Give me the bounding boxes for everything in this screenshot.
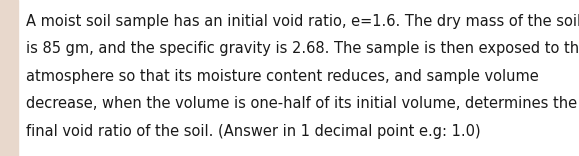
Bar xyxy=(0,0,18,156)
Text: A moist soil sample has an initial void ratio, e=1.6. The dry mass of the soil: A moist soil sample has an initial void … xyxy=(26,14,579,29)
Text: final void ratio of the soil. (Answer in 1 decimal point e.g: 1.0): final void ratio of the soil. (Answer in… xyxy=(26,124,481,139)
Text: is 85 gm, and the specific gravity is 2.68. The sample is then exposed to the: is 85 gm, and the specific gravity is 2.… xyxy=(26,41,579,56)
Text: atmosphere so that its moisture content reduces, and sample volume: atmosphere so that its moisture content … xyxy=(26,69,538,84)
Text: decrease, when the volume is one-half of its initial volume, determines the: decrease, when the volume is one-half of… xyxy=(26,97,577,112)
